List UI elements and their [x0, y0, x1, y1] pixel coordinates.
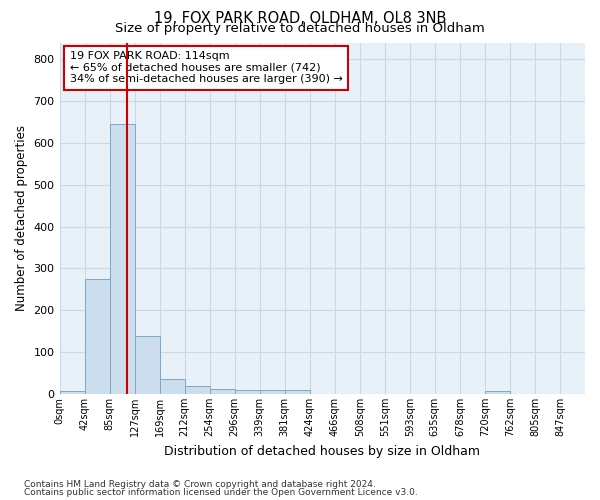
- Bar: [235, 390, 260, 394]
- Y-axis label: Number of detached properties: Number of detached properties: [15, 126, 28, 312]
- Bar: [134, 336, 160, 394]
- Text: Size of property relative to detached houses in Oldham: Size of property relative to detached ho…: [115, 22, 485, 35]
- Bar: [485, 391, 510, 394]
- X-axis label: Distribution of detached houses by size in Oldham: Distribution of detached houses by size …: [164, 444, 480, 458]
- Bar: [185, 386, 209, 394]
- Text: 19, FOX PARK ROAD, OLDHAM, OL8 3NB: 19, FOX PARK ROAD, OLDHAM, OL8 3NB: [154, 11, 446, 26]
- Bar: [59, 390, 85, 394]
- Bar: [209, 389, 235, 394]
- Bar: [85, 279, 110, 394]
- Text: Contains public sector information licensed under the Open Government Licence v3: Contains public sector information licen…: [24, 488, 418, 497]
- Text: 19 FOX PARK ROAD: 114sqm
← 65% of detached houses are smaller (742)
34% of semi-: 19 FOX PARK ROAD: 114sqm ← 65% of detach…: [70, 52, 343, 84]
- Bar: [160, 378, 185, 394]
- Bar: [260, 390, 285, 394]
- Bar: [110, 124, 134, 394]
- Text: Contains HM Land Registry data © Crown copyright and database right 2024.: Contains HM Land Registry data © Crown c…: [24, 480, 376, 489]
- Bar: [285, 390, 310, 394]
